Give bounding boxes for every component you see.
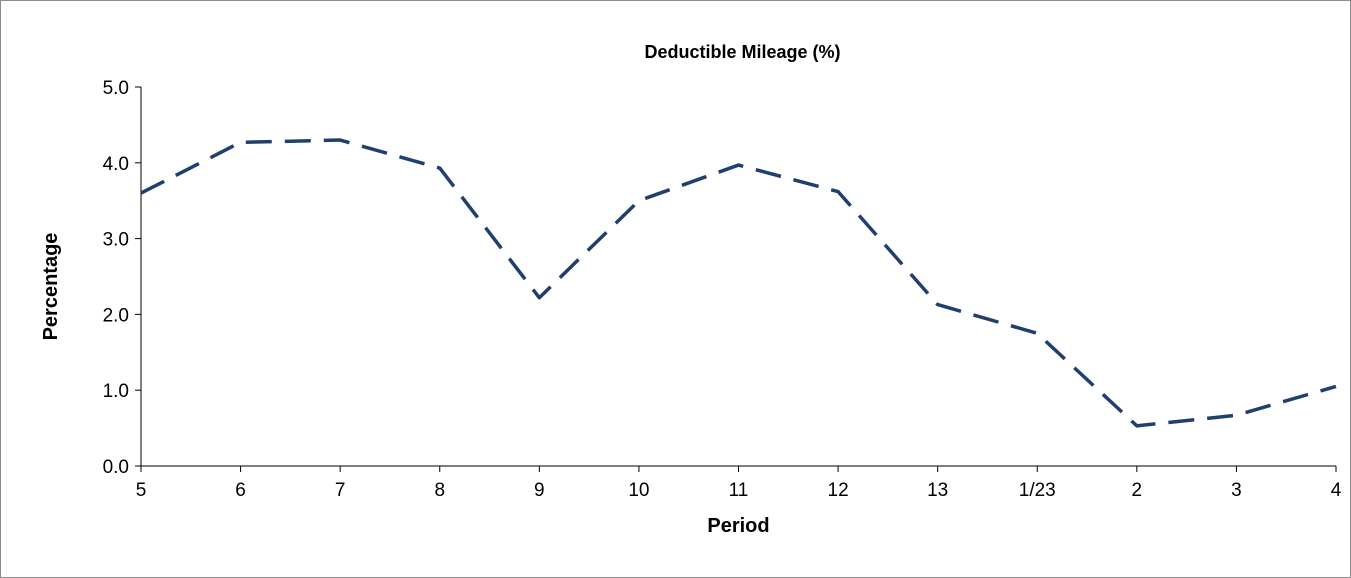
y-tick-label: 5.0: [103, 78, 129, 99]
chart-title: Deductible Mileage (%): [644, 42, 840, 62]
x-tick-label: 7: [335, 480, 346, 501]
x-tick-label: 2: [1132, 480, 1143, 501]
y-tick-label: 2.0: [103, 305, 129, 326]
series-group: [140, 138, 1337, 428]
x-axis-label: Period: [707, 515, 769, 537]
axes: [140, 87, 1336, 467]
x-tick-label: 3: [1231, 480, 1242, 501]
x-tick-label: 12: [828, 480, 849, 501]
y-tick-label: 0.0: [103, 457, 129, 478]
x-tick-label: 1/23: [1019, 480, 1056, 501]
x-tick-label: 10: [628, 480, 649, 501]
x-ticks: 5 6 7 8 9 10 11 12 13 1/23 2 3 4: [136, 466, 1342, 501]
x-tick-label: 13: [927, 480, 948, 501]
x-tick-label: 9: [534, 480, 545, 501]
y-tick-label: 3.0: [103, 230, 129, 251]
x-tick-label: 5: [136, 480, 147, 501]
x-tick-label: 6: [235, 480, 246, 501]
x-tick-label: 8: [434, 480, 445, 501]
series-line-0: [140, 138, 1337, 428]
x-tick-label: 11: [729, 480, 749, 501]
y-tick-label: 1.0: [103, 381, 129, 402]
x-tick-label: 4: [1331, 480, 1342, 501]
y-tick-label: 4.0: [103, 154, 129, 175]
y-axis-label: Percentage: [40, 233, 62, 341]
y-ticks: 0.0 1.0 2.0 3.0 4.0 5.0: [103, 78, 141, 478]
